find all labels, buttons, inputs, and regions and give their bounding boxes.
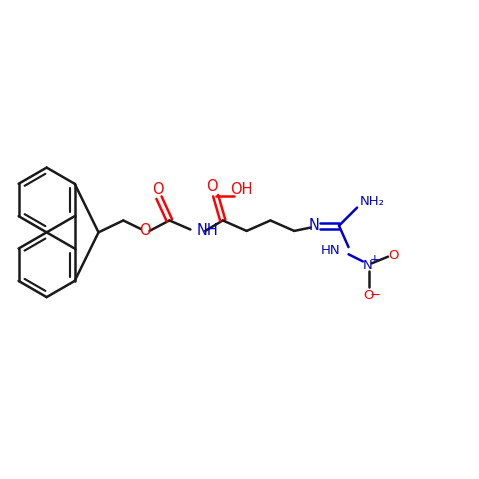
Text: OH: OH: [230, 182, 252, 197]
Text: +: +: [369, 253, 379, 266]
Text: O: O: [206, 179, 217, 194]
Text: O: O: [363, 289, 373, 302]
Text: O: O: [139, 223, 150, 239]
Text: O: O: [388, 249, 399, 262]
Text: N: N: [363, 259, 373, 272]
Text: NH: NH: [196, 223, 218, 239]
Text: HN: HN: [320, 244, 340, 257]
Text: −: −: [369, 289, 380, 302]
Text: O: O: [152, 182, 163, 196]
Text: NH₂: NH₂: [359, 195, 385, 208]
Text: N: N: [309, 218, 319, 233]
